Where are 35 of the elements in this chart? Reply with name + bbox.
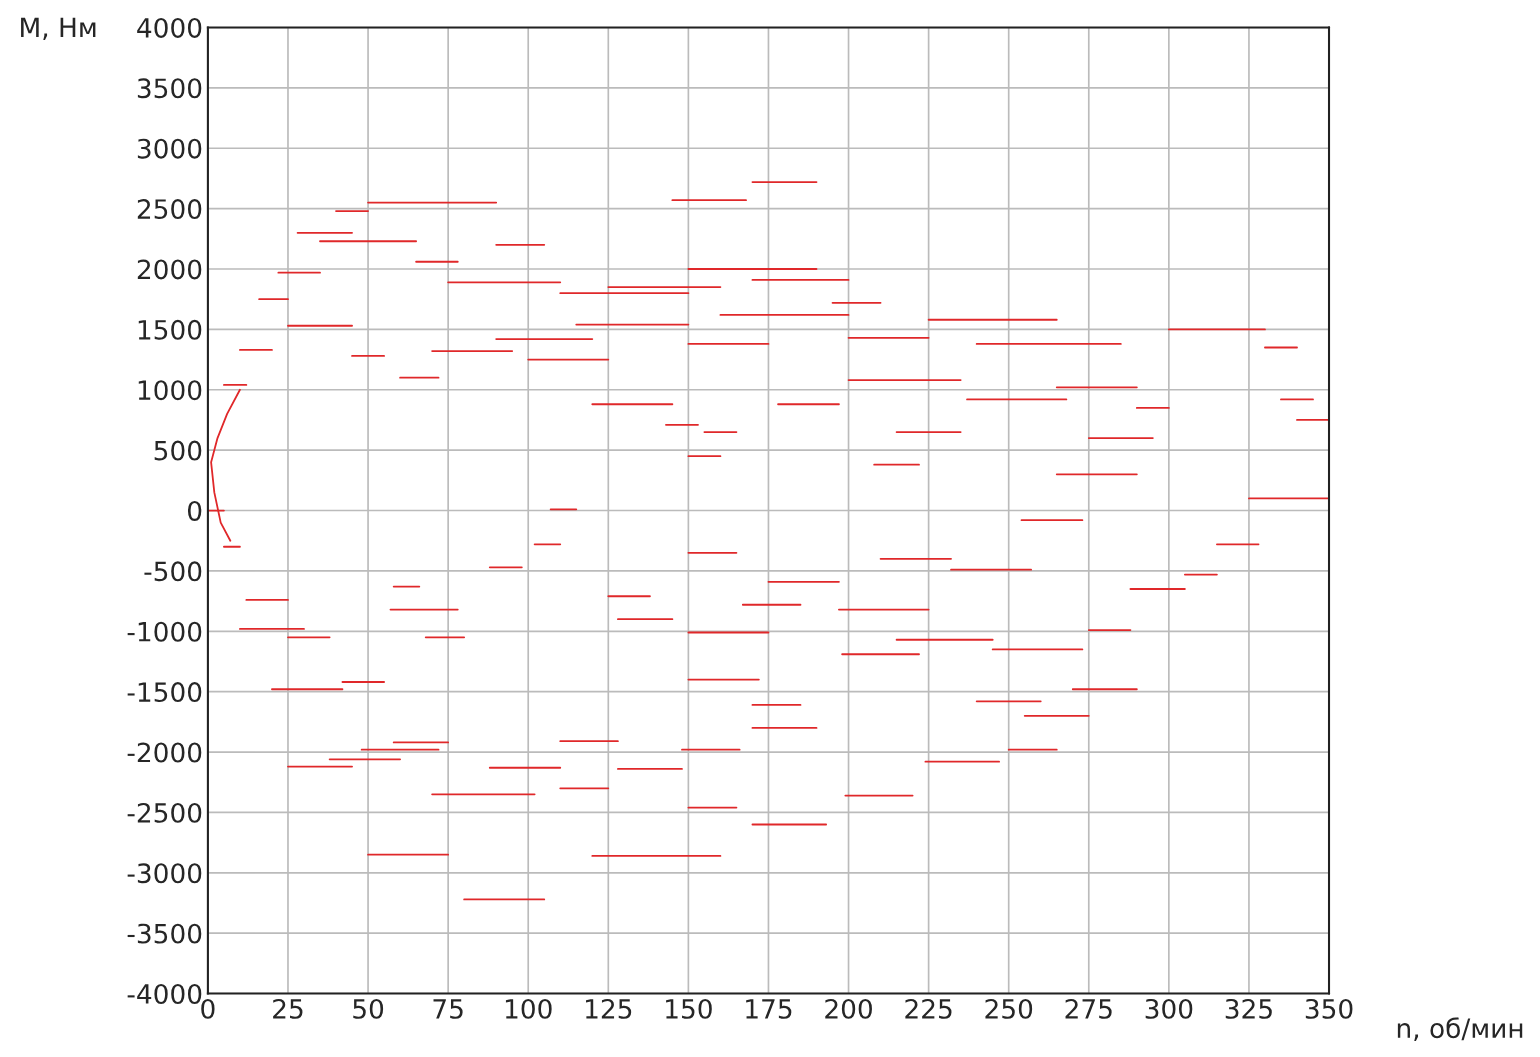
y-tick-label: -2000 xyxy=(127,742,202,763)
x-tick-label: 150 xyxy=(666,998,712,1019)
y-axis-title: M, Нм xyxy=(21,17,96,40)
y-tick-label: 0 xyxy=(187,500,202,521)
y-tick-label: 1000 xyxy=(138,380,202,401)
x-tick-label: 50 xyxy=(353,998,384,1019)
y-tick-label: 2000 xyxy=(137,259,202,280)
x-axis-title: n, об/мин xyxy=(1397,1017,1523,1041)
x-tick-label: 25 xyxy=(273,998,303,1019)
y-tick-label: -3500 xyxy=(127,923,202,944)
x-tick-label: 100 xyxy=(505,998,552,1019)
y-tick-label: 3500 xyxy=(137,78,202,99)
x-tick-label: 250 xyxy=(985,998,1033,1019)
y-tick-label: 1500 xyxy=(138,319,202,340)
y-tick-label: 500 xyxy=(154,440,202,461)
x-tick-label: 200 xyxy=(825,998,872,1019)
x-tick-label: 175 xyxy=(746,999,792,1019)
y-tick-label: -500 xyxy=(144,561,202,582)
x-tick-label: 75 xyxy=(433,999,463,1019)
x-tick-label: 125 xyxy=(586,998,632,1019)
x-tick-label: 300 xyxy=(1145,998,1193,1019)
y-tick-label: 3000 xyxy=(137,138,202,159)
y-tick-label: -3000 xyxy=(127,863,202,884)
y-tick-label: -1500 xyxy=(127,682,202,703)
y-tick-label: -2500 xyxy=(127,802,202,823)
y-tick-label: -4000 xyxy=(127,984,202,1004)
x-tick-label: 225 xyxy=(905,998,952,1019)
x-tick-label: 0 xyxy=(201,998,215,1019)
line-series xyxy=(210,388,241,542)
y-tick-label: 2500 xyxy=(137,199,202,220)
x-tick-label: 350 xyxy=(1305,998,1353,1019)
x-tick-label: 275 xyxy=(1065,998,1112,1019)
y-tick-label: -1000 xyxy=(127,621,202,642)
x-tick-label: 325 xyxy=(1225,998,1272,1019)
y-tick-label: 4000 xyxy=(137,17,202,38)
